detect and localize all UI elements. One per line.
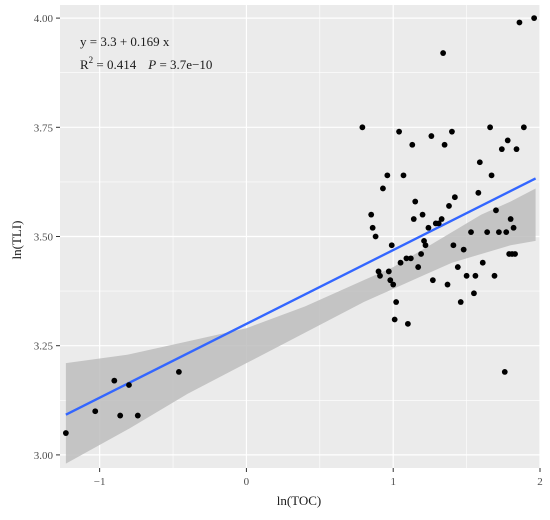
data-point — [397, 259, 404, 266]
data-point — [476, 159, 483, 166]
data-point — [92, 408, 99, 415]
data-point — [468, 229, 474, 236]
data-point — [391, 316, 398, 323]
data-point — [400, 172, 407, 179]
x-tick-label: 0 — [244, 476, 250, 488]
regression-line — [65, 177, 537, 416]
data-point — [475, 189, 482, 196]
data-point — [493, 207, 499, 214]
data-point — [510, 224, 517, 231]
data-point — [134, 412, 141, 419]
data-point — [368, 211, 375, 218]
data-point — [454, 264, 461, 270]
data-point — [507, 216, 514, 222]
data-point — [495, 229, 502, 236]
y-axis-title: ln(TLI) — [9, 221, 24, 260]
y-axis-ticks: 3.00 3.25 3.50 3.75 4.00 — [34, 13, 60, 462]
data-point — [396, 128, 402, 135]
data-point — [444, 281, 451, 288]
data-point — [372, 233, 379, 240]
p-value: = 3.7e−10 — [156, 57, 212, 72]
data-point — [438, 216, 445, 222]
x-axis-ticks: −1 0 1 2 — [94, 468, 543, 488]
data-point — [498, 146, 505, 153]
data-point — [359, 124, 366, 131]
data-point — [126, 382, 132, 388]
data-point — [446, 203, 452, 209]
data-point — [415, 264, 422, 270]
confidence-band — [65, 188, 536, 464]
data-point — [449, 128, 455, 135]
y-tick-label: 4.00 — [34, 13, 54, 25]
data-point — [385, 268, 392, 275]
data-point — [117, 412, 124, 419]
data-point — [384, 172, 391, 179]
data-point — [441, 141, 448, 148]
data-point — [491, 272, 498, 279]
data-point — [428, 133, 435, 139]
y-tick-label: 3.50 — [34, 232, 54, 244]
r2-superscript: 2 — [89, 55, 94, 65]
data-point — [484, 229, 491, 236]
data-point — [472, 272, 479, 279]
data-point — [412, 198, 419, 205]
data-point — [111, 377, 118, 384]
data-point — [501, 369, 508, 375]
data-point — [435, 220, 442, 227]
data-point — [403, 255, 410, 262]
p-label: P — [147, 57, 156, 72]
data-point — [457, 299, 464, 305]
data-point — [451, 194, 458, 201]
data-point — [516, 19, 523, 26]
data-point — [520, 124, 527, 131]
data-point — [487, 124, 493, 131]
data-point — [450, 242, 457, 249]
data-point — [388, 242, 395, 249]
data-point — [393, 299, 400, 305]
data-point — [460, 246, 467, 253]
r2-value: = 0.414 — [93, 57, 137, 72]
data-point — [62, 430, 69, 436]
data-point — [440, 50, 447, 56]
y-tick-label: 3.00 — [34, 450, 54, 462]
data-point — [419, 211, 426, 218]
data-point — [369, 224, 376, 231]
data-point — [503, 229, 510, 236]
data-point — [375, 268, 382, 275]
data-point — [390, 281, 397, 288]
data-point — [410, 216, 417, 222]
x-tick-label: 1 — [390, 476, 396, 488]
x-tick-label: −1 — [94, 476, 106, 488]
data-point — [380, 185, 386, 192]
data-point — [409, 141, 416, 148]
y-tick-label: 3.75 — [34, 122, 54, 134]
data-point — [377, 272, 383, 279]
data-point — [175, 369, 182, 375]
r-squared-annotation: R2 = 0.414 P = 3.7e−10 — [80, 55, 212, 72]
data-point — [463, 272, 470, 279]
data-point — [404, 320, 411, 327]
data-point — [387, 277, 394, 284]
regression-equation: y = 3.3 + 0.169 x — [80, 34, 170, 49]
data-point — [479, 259, 486, 266]
data-point — [504, 137, 511, 144]
x-tick-label: 2 — [537, 476, 543, 488]
grid-lines — [60, 5, 541, 468]
data-points — [62, 15, 538, 436]
data-point — [418, 251, 425, 257]
data-point — [531, 15, 538, 22]
data-point — [429, 277, 436, 284]
x-axis-title: ln(TOC) — [277, 493, 322, 508]
data-point — [425, 224, 432, 231]
data-point — [513, 146, 520, 153]
data-point — [512, 251, 518, 257]
data-point — [488, 172, 495, 179]
data-point — [471, 290, 477, 297]
data-point — [407, 255, 414, 262]
data-point — [422, 242, 429, 249]
r2-label: R — [80, 57, 89, 72]
y-tick-label: 3.25 — [34, 341, 54, 353]
data-point — [421, 237, 427, 244]
